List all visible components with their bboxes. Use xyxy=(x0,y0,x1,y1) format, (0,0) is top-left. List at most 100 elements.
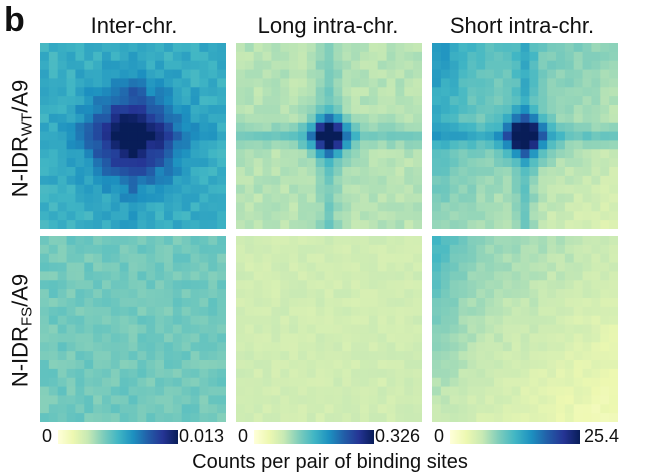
heatmap-cell xyxy=(236,368,246,379)
heatmap-cell xyxy=(476,140,486,150)
heatmap-cell xyxy=(306,158,317,168)
heatmap-cell xyxy=(511,253,521,263)
heatmap-cell xyxy=(262,333,272,343)
heatmap-cell xyxy=(591,253,601,263)
heatmap-cell xyxy=(306,333,317,343)
heatmap-cell xyxy=(324,236,334,246)
heatmap-cell xyxy=(324,244,334,255)
heatmap-cell xyxy=(40,236,50,246)
heatmap-cell xyxy=(253,413,263,422)
heatmap-cell xyxy=(315,386,325,396)
heatmap-cell xyxy=(181,175,191,186)
heatmap-cell xyxy=(449,324,459,334)
heatmap-cell xyxy=(298,131,308,141)
heatmap-cell xyxy=(199,78,209,88)
heatmap-cell xyxy=(146,342,156,352)
heatmap-cell xyxy=(511,360,521,370)
heatmap-cell xyxy=(172,202,183,212)
heatmap-cell xyxy=(102,298,112,308)
heatmap-cell xyxy=(172,377,183,387)
heatmap-cell xyxy=(573,113,583,124)
heatmap-cell xyxy=(146,395,156,405)
colorbar-3 xyxy=(450,430,580,444)
heatmap-cell xyxy=(386,280,396,290)
heatmap-cell xyxy=(199,289,209,299)
heatmap-cell xyxy=(102,244,112,255)
heatmap-cell xyxy=(413,78,422,88)
heatmap-cell xyxy=(458,404,468,414)
heatmap-cell xyxy=(93,333,103,343)
heatmap-cell xyxy=(600,175,610,186)
heatmap-cell xyxy=(413,386,422,396)
heatmap-cell xyxy=(386,158,396,168)
heatmap-cell xyxy=(476,202,486,212)
heatmap-cell xyxy=(511,351,521,361)
heatmap-cell xyxy=(538,220,548,229)
heatmap-cell xyxy=(164,342,174,352)
heatmap-cell xyxy=(75,368,85,379)
heatmap-cell xyxy=(315,87,325,97)
heatmap-cell xyxy=(48,149,59,159)
heatmap-cell xyxy=(155,87,165,97)
heatmap-cell xyxy=(164,105,174,115)
heatmap-cell xyxy=(306,69,317,79)
heatmap-cell xyxy=(368,69,379,79)
colorbar-2-min: 0 xyxy=(238,426,249,446)
heatmap-cell xyxy=(40,271,50,281)
heatmap-cell xyxy=(271,289,281,299)
heatmap-cell xyxy=(564,342,575,352)
heatmap-cell xyxy=(164,140,174,150)
heatmap-cell xyxy=(449,333,459,343)
heatmap-cell xyxy=(386,69,396,79)
heatmap-cell xyxy=(520,413,530,422)
heatmap-cell xyxy=(467,220,477,229)
heatmap-cell xyxy=(458,51,468,62)
heatmap-cell xyxy=(520,289,530,299)
heatmap-cell xyxy=(289,360,299,370)
heatmap-cell xyxy=(190,253,200,263)
heatmap-cell xyxy=(280,193,290,203)
heatmap-cell xyxy=(190,360,200,370)
heatmap-cell xyxy=(289,69,299,79)
heatmap-cell xyxy=(289,105,299,115)
heatmap-cell xyxy=(199,202,209,212)
heatmap-cell xyxy=(110,193,121,203)
heatmap-cell xyxy=(467,368,477,379)
heatmap-cell xyxy=(494,280,504,290)
heatmap-cell xyxy=(377,244,387,255)
heatmap-cell xyxy=(280,386,290,396)
heatmap-cell xyxy=(395,131,405,141)
heatmap-cell xyxy=(609,211,618,221)
heatmap-cell xyxy=(93,193,103,203)
heatmap-cell xyxy=(199,131,209,141)
heatmap-cell xyxy=(289,386,299,396)
heatmap-cell xyxy=(386,368,396,379)
heatmap-cell xyxy=(119,122,129,132)
heatmap-cell xyxy=(146,236,156,246)
heatmap-cell xyxy=(315,184,325,194)
heatmap-cell xyxy=(128,60,138,70)
heatmap-cell xyxy=(199,105,209,115)
heatmap-cell xyxy=(529,113,539,124)
heatmap-cell xyxy=(360,351,370,361)
heatmap-cell xyxy=(333,122,343,132)
heatmap-cell xyxy=(556,244,566,255)
heatmap-cell xyxy=(432,253,442,263)
heatmap-cell xyxy=(244,315,255,325)
heatmap-cell xyxy=(146,413,156,422)
heatmap-cell xyxy=(351,262,361,272)
heatmap-cell xyxy=(164,395,174,405)
heatmap-cell xyxy=(93,360,103,370)
heatmap-cell xyxy=(244,175,255,186)
heatmap-cell xyxy=(342,298,352,308)
heatmap-cell xyxy=(172,333,183,343)
heatmap-cell xyxy=(217,244,226,255)
heatmap-cell xyxy=(564,236,575,246)
heatmap-cell xyxy=(75,253,85,263)
heatmap-cell xyxy=(253,202,263,212)
heatmap-cell xyxy=(432,175,442,186)
heatmap-cell xyxy=(342,60,352,70)
heatmap-cell xyxy=(190,193,200,203)
heatmap-cell xyxy=(609,167,618,177)
heatmap-cell xyxy=(494,60,504,70)
